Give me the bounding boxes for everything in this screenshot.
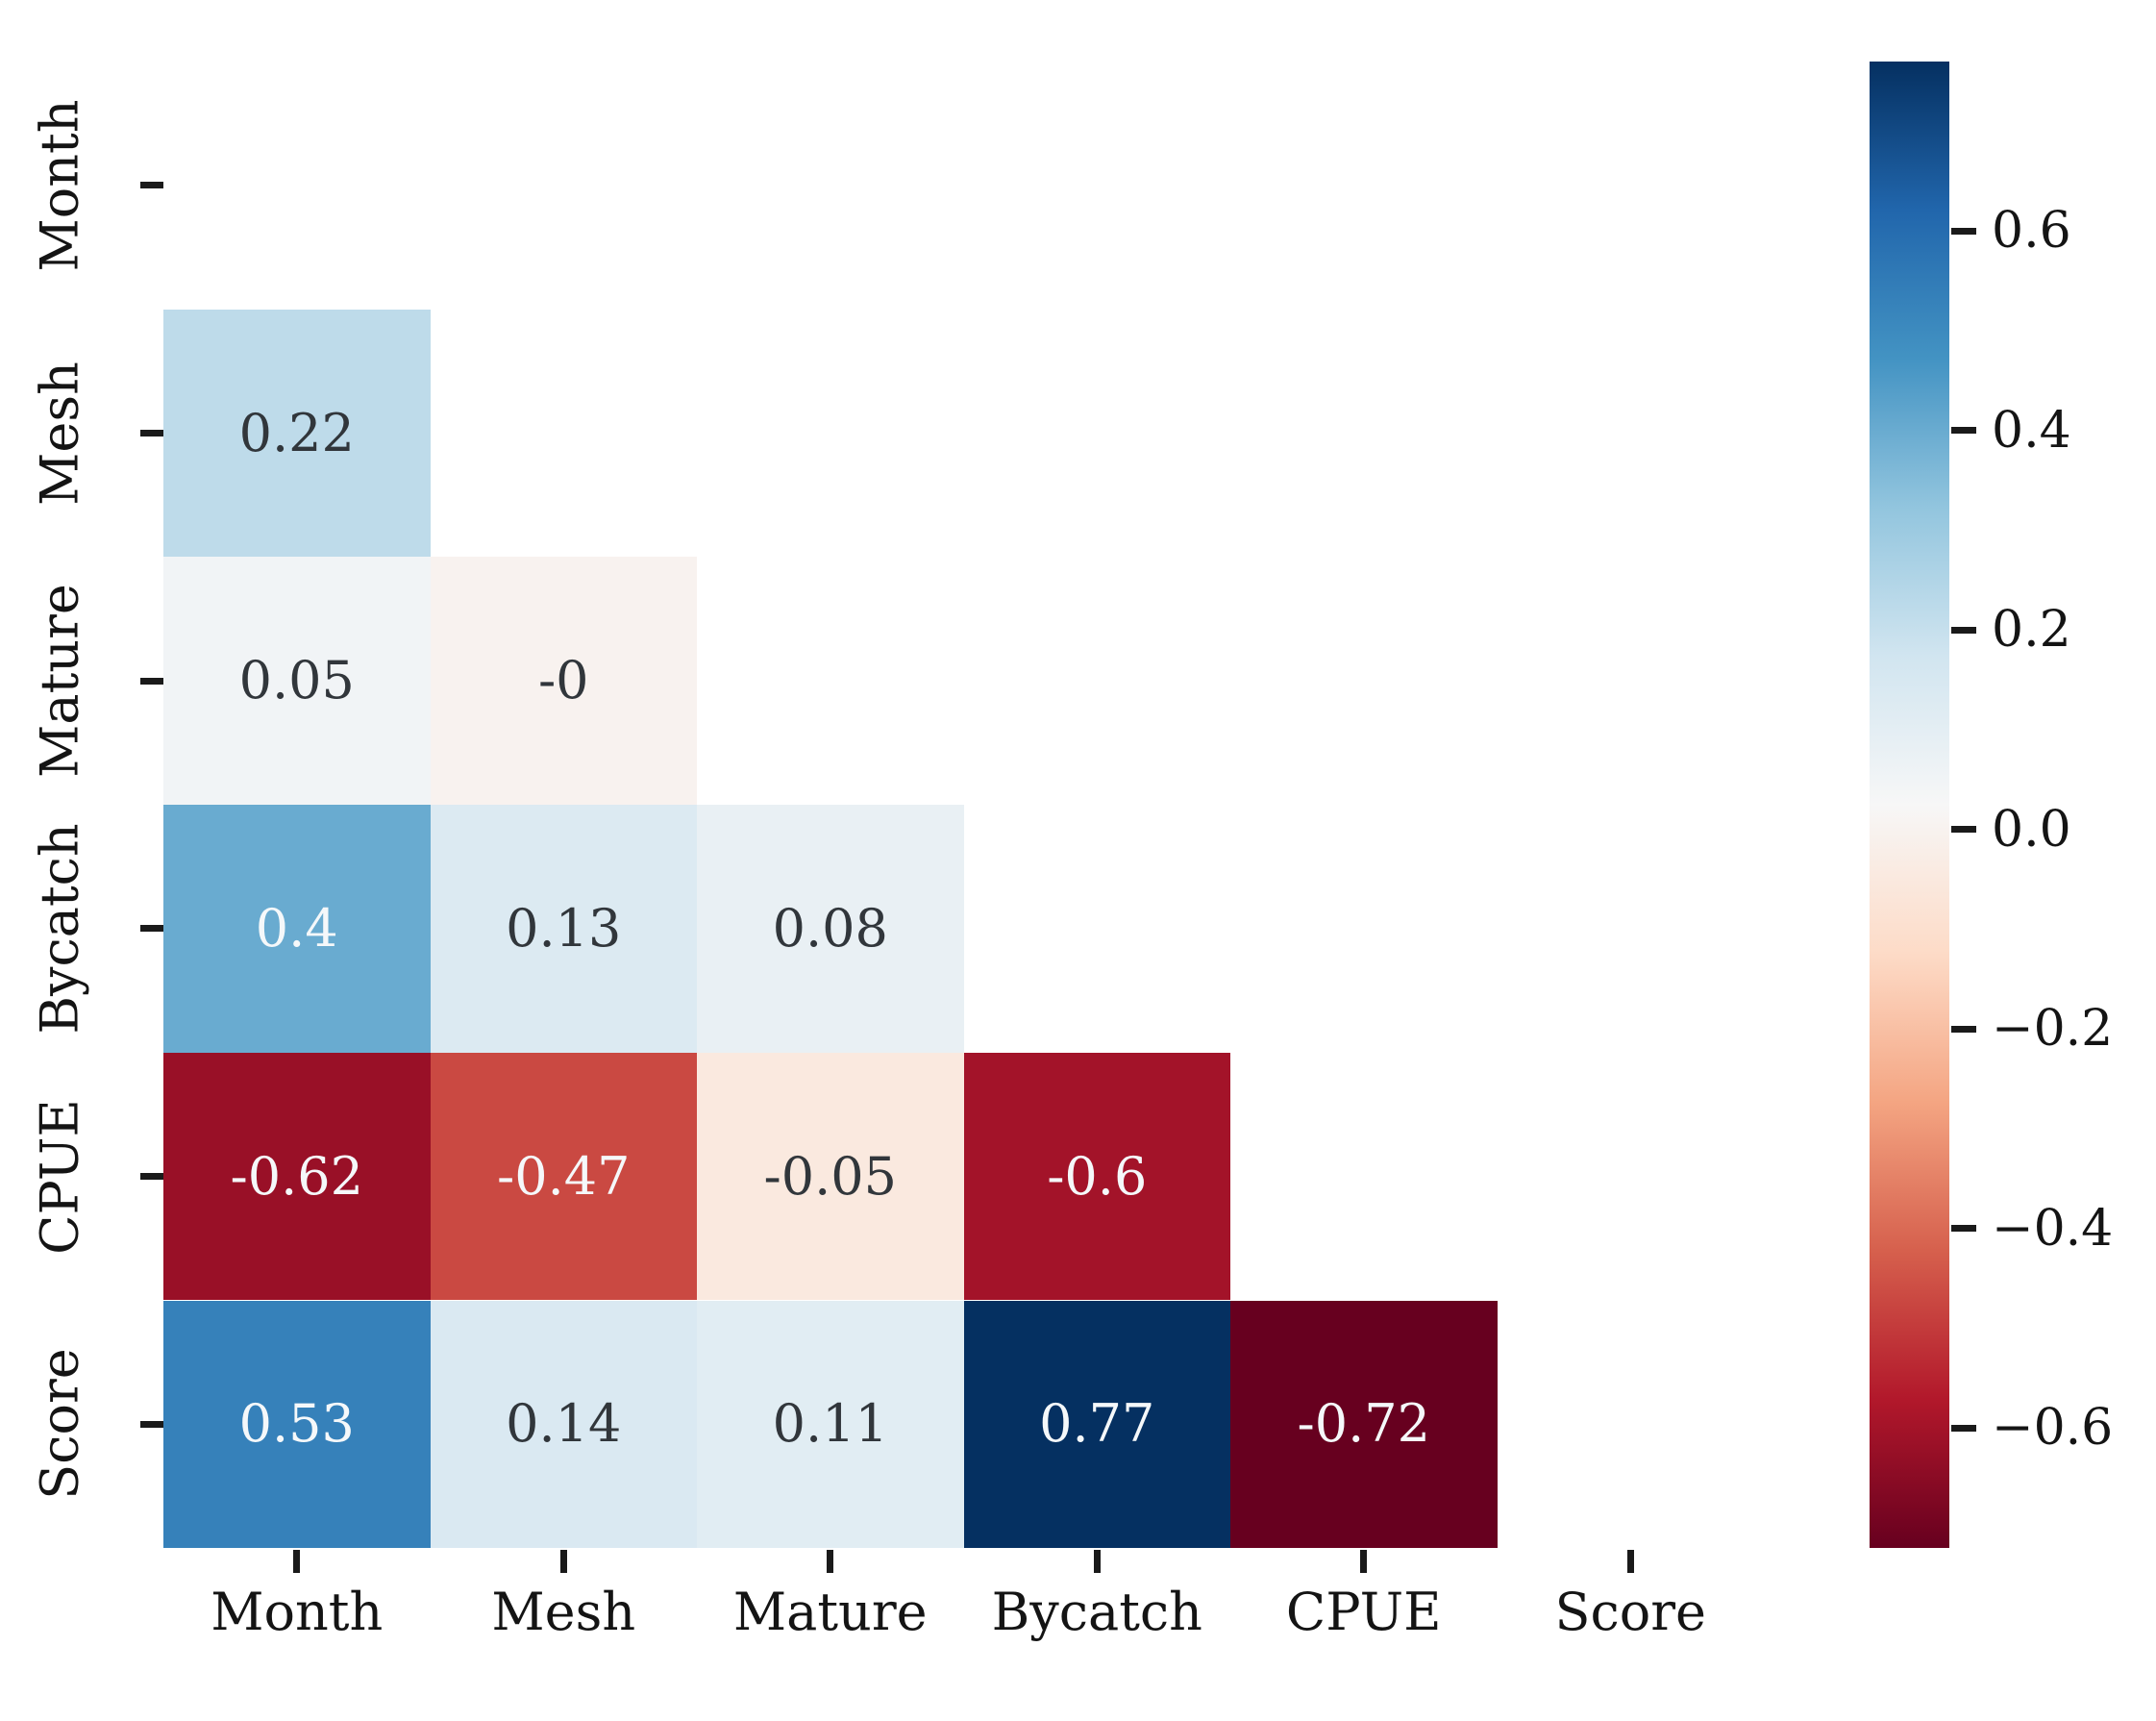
colorbar-tick-label: 0.0 — [1992, 800, 2071, 859]
y-tick — [140, 430, 163, 437]
cell-value-label: -0.6 — [1047, 1145, 1148, 1207]
heatmap-cell: -0.05 — [697, 1052, 964, 1301]
cell-value-label: 0.77 — [1039, 1393, 1155, 1455]
x-tick — [559, 1550, 567, 1573]
colorbar-tick-label: −0.6 — [1992, 1399, 2114, 1458]
heatmap-cell: -0.47 — [430, 1052, 697, 1301]
x-tick-label: Bycatch — [991, 1582, 1202, 1642]
y-tick — [140, 677, 163, 685]
x-tick-label: Score — [1554, 1582, 1707, 1642]
y-tick-label: Bycatch — [29, 823, 90, 1035]
x-tick — [827, 1550, 834, 1573]
colorbar-tick — [1951, 826, 1976, 834]
colorbar-tick — [1951, 1025, 1976, 1033]
heatmap-cell: -0.72 — [1230, 1300, 1498, 1549]
x-tick — [293, 1550, 301, 1573]
heatmap-cell: 0.53 — [163, 1300, 431, 1549]
y-tick — [140, 182, 163, 189]
heatmap-cell: 0.11 — [697, 1300, 964, 1549]
y-tick — [140, 1173, 163, 1181]
heatmap-cell: -0.62 — [163, 1052, 431, 1301]
y-tick-label: Mature — [29, 584, 90, 779]
cell-value-label: 0.14 — [506, 1393, 622, 1455]
cell-value-label: -0 — [537, 650, 589, 711]
x-tick — [1093, 1550, 1101, 1573]
heatmap-cell: -0.6 — [963, 1052, 1230, 1301]
cell-value-label: 0.13 — [506, 897, 622, 959]
cell-value-label: 0.22 — [238, 402, 355, 463]
x-tick — [1360, 1550, 1368, 1573]
colorbar-tick-label: 0.6 — [1992, 202, 2071, 261]
x-tick-label: CPUE — [1285, 1582, 1442, 1642]
heatmap-cell: 0.08 — [697, 805, 964, 1053]
y-tick-label: Month — [29, 99, 90, 272]
cell-value-label: -0.72 — [1297, 1393, 1430, 1455]
colorbar-tick — [1951, 626, 1976, 634]
heatmap-cell: 0.14 — [430, 1300, 697, 1549]
y-tick-label: Mesh — [29, 361, 90, 506]
x-tick-label: Month — [211, 1582, 384, 1642]
cell-value-label: -0.62 — [230, 1145, 363, 1207]
colorbar-tick-label: −0.4 — [1992, 1199, 2114, 1258]
colorbar-tick-label: −0.2 — [1992, 1000, 2114, 1059]
heatmap-cell: 0.05 — [163, 557, 431, 806]
cell-value-label: 0.11 — [772, 1393, 888, 1455]
x-tick-label: Mature — [732, 1582, 928, 1642]
x-tick-label: Mesh — [491, 1582, 636, 1642]
y-tick — [140, 925, 163, 933]
colorbar-tick — [1951, 227, 1976, 235]
cell-value-label: -0.47 — [497, 1145, 631, 1207]
colorbar-gradient — [1870, 62, 1949, 1548]
colorbar-tick — [1951, 1424, 1976, 1432]
y-tick-label: CPUE — [29, 1098, 90, 1255]
cell-value-label: 0.05 — [238, 650, 355, 711]
heatmap-cell: -0 — [430, 557, 697, 806]
heatmap-cell: 0.77 — [963, 1300, 1230, 1549]
heatmap-cell: 0.4 — [163, 805, 431, 1053]
colorbar-tick-label: 0.2 — [1992, 601, 2071, 660]
cell-value-label: -0.05 — [763, 1145, 897, 1207]
cell-value-label: 0.08 — [772, 897, 888, 959]
heatmap-cell: 0.13 — [430, 805, 697, 1053]
cell-value-label: 0.4 — [255, 897, 338, 959]
y-tick-label: Score — [29, 1348, 90, 1501]
colorbar-tick — [1951, 1225, 1976, 1233]
colorbar-tick-label: 0.4 — [1992, 401, 2071, 460]
x-tick — [1626, 1550, 1634, 1573]
cell-value-label: 0.53 — [238, 1393, 355, 1455]
heatmap-cell: 0.22 — [163, 309, 431, 558]
colorbar-tick — [1951, 427, 1976, 435]
y-tick — [140, 1420, 163, 1428]
